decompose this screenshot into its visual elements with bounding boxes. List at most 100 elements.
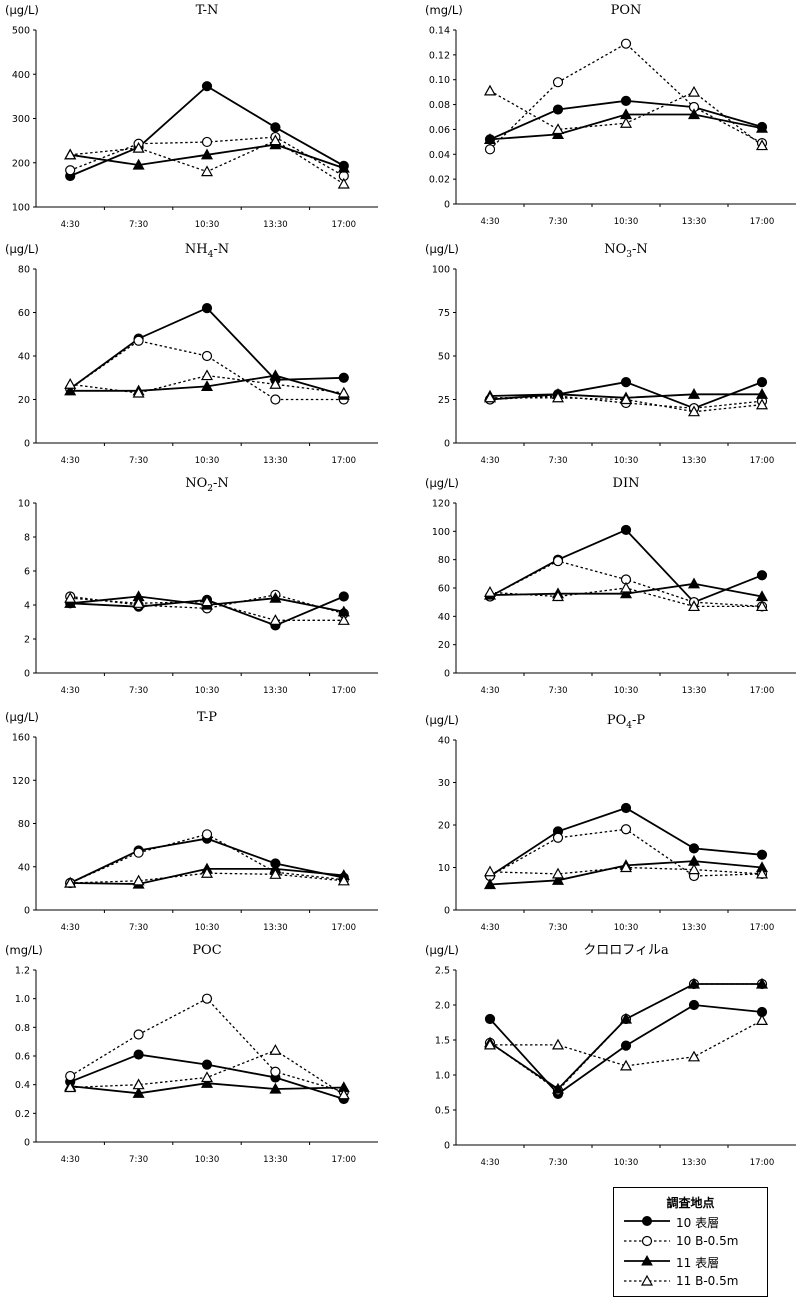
chart-panel: 100 200 300 400 500 4:30 7:30 10:30 13:30 17:00 T-…: [5, 3, 378, 230]
y-tick-label: 0.5: [435, 1106, 450, 1117]
data-point: [619, 587, 633, 599]
y-tick-label: 120: [432, 499, 450, 510]
data-point: [132, 597, 145, 608]
data-point: [484, 1013, 496, 1025]
y-tick-label: 0: [444, 906, 450, 917]
y-tick-label: 30: [438, 778, 450, 789]
y-tick-label: 1.5: [435, 1036, 450, 1047]
series-line: [489, 983, 762, 1091]
y-unit-label: (mg/L): [425, 3, 463, 17]
x-tick-label: 10:30: [614, 217, 639, 227]
y-tick-label: 0: [24, 439, 30, 450]
chart-panel: 0 2 4 6 8 10 4:30 7:30 10:30 13:30 17:00 NO2-N: [18, 476, 378, 696]
x-tick-label: 4:30: [480, 217, 499, 227]
data-point: [200, 148, 214, 160]
data-point: [65, 1070, 76, 1082]
legend-item-10-bottom: 10 B-0.5m: [614, 1231, 767, 1251]
y-tick-label: 100: [12, 203, 30, 214]
data-point: [483, 865, 497, 877]
data-point: [620, 524, 632, 536]
x-tick-label: 10:30: [614, 1158, 639, 1168]
x-tick-label: 13:30: [682, 456, 707, 466]
data-point: [269, 614, 282, 625]
data-point: [620, 377, 632, 388]
legend-label: 11 B-0.5m: [676, 1274, 739, 1288]
x-tick-label: 4:30: [61, 456, 80, 466]
y-tick-label: 0: [444, 439, 450, 450]
y-tick-label: 0.2: [15, 1109, 30, 1120]
data-point: [201, 1059, 213, 1070]
data-point: [755, 977, 769, 989]
x-tick-label: 4:30: [480, 923, 499, 933]
chart-panel: 0 0.2 0.4 0.6 0.8 1.0 1.2 4:30 7:30 10:30 13:30 17:…: [5, 943, 378, 1165]
data-point: [620, 802, 632, 814]
data-point: [687, 863, 701, 875]
x-tick-label: 4:30: [61, 923, 80, 933]
data-point: [619, 1059, 633, 1071]
legend-label: 11 表層: [676, 1256, 720, 1270]
data-point: [688, 999, 700, 1011]
data-point: [338, 591, 349, 602]
y-tick-label: 2.0: [435, 1001, 450, 1012]
chart-title: PO4-P: [607, 713, 646, 731]
y-tick-label: 0: [444, 669, 450, 680]
data-point: [201, 303, 213, 314]
x-tick-label: 7:30: [548, 456, 567, 466]
y-tick-label: 0.14: [429, 26, 450, 37]
data-point: [551, 874, 565, 885]
data-point: [269, 134, 282, 146]
data-point: [132, 386, 145, 398]
y-tick-label: 2: [24, 635, 30, 646]
y-tick-label: 75: [438, 308, 450, 319]
x-tick-label: 4:30: [61, 1155, 80, 1165]
legend-label: 10 表層: [676, 1216, 720, 1230]
x-tick-label: 7:30: [129, 1155, 148, 1165]
data-point: [65, 165, 76, 176]
x-tick-label: 17:00: [750, 456, 775, 466]
data-point: [551, 123, 565, 135]
data-point: [337, 177, 350, 189]
y-tick-label: 10: [438, 863, 450, 874]
data-point: [132, 874, 145, 886]
x-tick-label: 17:00: [750, 1158, 775, 1168]
chart-title: DIN: [613, 476, 640, 491]
data-point: [132, 1087, 145, 1098]
data-point: [755, 121, 769, 133]
y-tick-label: 160: [12, 733, 30, 744]
data-point: [687, 600, 701, 612]
data-point: [133, 847, 144, 858]
data-point: [552, 555, 564, 567]
y-tick-label: 0.8: [15, 1023, 30, 1034]
y-tick-label: 0.6: [15, 1052, 30, 1063]
y-unit-label: (mg/L): [5, 943, 43, 957]
x-tick-label: 7:30: [548, 923, 567, 933]
y-tick-label: 2.5: [435, 966, 450, 977]
data-point: [687, 577, 701, 589]
y-tick-label: 200: [12, 158, 30, 169]
data-point: [687, 1050, 701, 1062]
data-point: [337, 874, 350, 886]
x-tick-label: 13:30: [263, 1155, 288, 1165]
y-unit-label: (μg/L): [5, 3, 39, 17]
x-tick-label: 10:30: [195, 923, 220, 933]
data-point: [132, 141, 145, 153]
data-point: [755, 388, 769, 399]
data-point: [483, 586, 497, 597]
data-point: [200, 1076, 214, 1088]
chart-panel: 0 20 40 60 80 4:30 7:30 10:30 13:30 17:00 NH4-N (μg…: [5, 242, 378, 466]
chart-panel: 0 0.5 1.0 1.5 2.0 2.5 4:30 7:30 10:30 13:30 17:00 ク…: [425, 943, 796, 1168]
data-point: [687, 85, 701, 97]
y-tick-label: 100: [432, 527, 450, 538]
data-point: [619, 1012, 633, 1024]
data-point: [200, 867, 214, 878]
y-unit-label: (μg/L): [5, 242, 39, 256]
data-point: [687, 108, 701, 120]
data-point: [201, 136, 213, 148]
chart-title: NH4-N: [185, 242, 229, 260]
x-tick-label: 17:00: [750, 217, 775, 227]
data-point: [133, 1029, 144, 1040]
data-point: [756, 849, 768, 860]
data-point: [200, 1071, 214, 1083]
y-tick-label: 40: [18, 352, 30, 363]
